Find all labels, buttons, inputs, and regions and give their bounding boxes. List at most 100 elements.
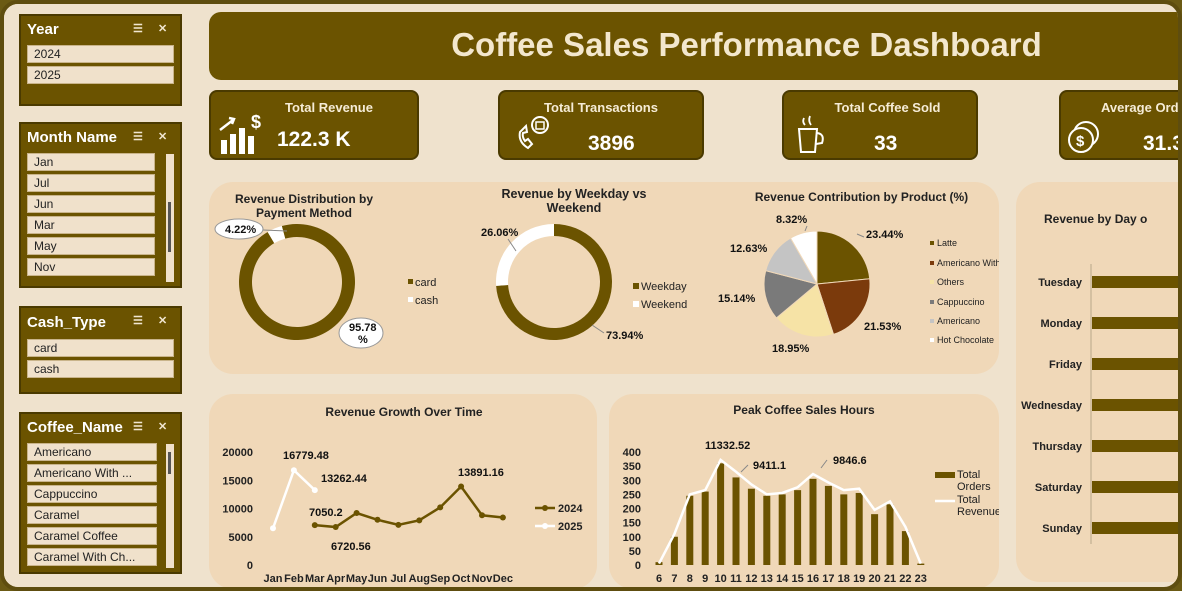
data-point (374, 516, 381, 523)
slicer-year: Year ☰ ✕ 2024 2025 (19, 14, 182, 106)
kpi-value: 3896 (588, 132, 635, 155)
multi-select-icon[interactable]: ☰ (133, 421, 143, 433)
slicer-cash-title: Cash_Type (27, 313, 106, 331)
multi-select-icon[interactable]: ☰ (133, 23, 143, 35)
slicer-item-2024[interactable]: 2024 (27, 45, 174, 63)
product-pie-chart: 23.44% 21.53% 18.95% 15.14% 12.63% 8.32% Latt… (718, 214, 999, 355)
revenue-growth-icon: $ (219, 112, 261, 154)
slicer-item-coffee[interactable]: Caramel Coffee (27, 527, 157, 545)
slicer-item-coffee[interactable]: Caramel With Ch... (27, 548, 157, 566)
x-tick-label: Sep (430, 573, 450, 585)
multi-select-icon[interactable]: ☰ (133, 315, 143, 327)
orders-bar (778, 494, 786, 565)
y-tick-label: 10000 (222, 504, 253, 516)
x-tick-label: 8 (687, 573, 693, 585)
orders-bar (717, 463, 725, 565)
coffee-scrollbar[interactable] (166, 444, 174, 568)
slice-product (775, 283, 835, 338)
slicer-item-coffee[interactable]: Americano With ... (27, 464, 157, 482)
slicer-item-cash[interactable]: cash (27, 360, 174, 378)
data-label: 13891.16 (458, 467, 504, 479)
day-bar (1092, 399, 1178, 411)
x-tick-label: Jan (264, 573, 283, 585)
slice-product (763, 270, 819, 319)
day-chart-panel (1016, 182, 1178, 582)
slicer-item-coffee[interactable]: Cappuccino (27, 485, 157, 503)
payment-donut-chart: 4.22% 95.78% card cash (214, 218, 438, 349)
x-tick-label: 16 (807, 573, 819, 585)
slicer-coffee-header: Coffee_Name ☰ ✕ (21, 414, 180, 440)
data-label: 15.14% (718, 293, 756, 305)
day-tick-label: Saturday (1035, 482, 1083, 494)
legend-total-orders: Orders (957, 481, 991, 493)
data-point (290, 467, 297, 474)
month-scroll-thumb[interactable] (168, 202, 171, 252)
growth-chart-title: Revenue Growth Over Time (325, 405, 483, 419)
clear-filter-icon[interactable]: ✕ (158, 315, 168, 327)
slicer-item-jul[interactable]: Jul (27, 174, 155, 192)
series-line (271, 467, 316, 529)
clear-filter-icon[interactable]: ✕ (158, 131, 168, 143)
growth-line-chart: 20000 15000 10000 5000 0 Jan Feb Mar Apr May Jun Ju… (222, 447, 583, 585)
data-label: 21.53% (864, 321, 902, 333)
legend-label: 2024 (558, 503, 583, 515)
orders-bar (901, 531, 909, 565)
y-tick-label: 250 (623, 489, 641, 501)
slicer-item-coffee[interactable]: Americano (27, 443, 157, 461)
x-tick-label: 18 (838, 573, 850, 585)
kpi-label: Total Transactions (544, 100, 658, 115)
slicer-coffee: Coffee_Name ☰ ✕ Americano Americano With… (19, 412, 182, 574)
data-label: 95.78 (349, 322, 377, 334)
revenue-line (657, 458, 922, 565)
data-point (416, 517, 423, 524)
slicer-cash-type: Cash_Type ☰ ✕ card cash (19, 306, 182, 394)
y-tick-label: 400 (623, 447, 641, 459)
svg-text:$: $ (1076, 133, 1085, 150)
kpi-label: Total Revenue (285, 100, 373, 115)
y-tick-label: 200 (623, 504, 641, 516)
slice-Weekend (496, 224, 554, 286)
coffee-scroll-thumb[interactable] (168, 452, 171, 474)
legend-cappuccino: Cappuccino (937, 297, 985, 307)
x-tick-label: Apr (326, 573, 346, 585)
slicer-item-card[interactable]: card (27, 339, 174, 357)
x-tick-label: May (346, 573, 368, 585)
phone-coffee-icon (518, 116, 549, 150)
y-tick-label: 300 (623, 475, 641, 487)
slicer-year-header: Year ☰ ✕ (21, 16, 180, 42)
kpi-value: 31.3 (1143, 132, 1182, 155)
label-bubble (214, 218, 264, 240)
product-legend: Latte Americano With Milk Others Cappucc… (930, 238, 999, 345)
slicer-item-2025[interactable]: 2025 (27, 66, 174, 84)
slicer-item-mar[interactable]: Mar (27, 216, 155, 234)
x-tick-label: 12 (745, 573, 757, 585)
legend-americano-milk: Americano With Milk (937, 258, 999, 268)
data-label: % (358, 334, 368, 346)
orders-bar (809, 478, 817, 565)
legend-total-revenue: Total (957, 494, 980, 506)
day-tick-label: Friday (1049, 359, 1083, 371)
data-label: 73.94% (606, 330, 644, 342)
clear-filter-icon[interactable]: ✕ (158, 23, 168, 35)
weekday-legend: Weekday Weekend (633, 281, 687, 311)
day-bar (1092, 317, 1178, 329)
slicer-month-header: Month Name ☰ ✕ (21, 124, 180, 150)
multi-select-icon[interactable]: ☰ (133, 131, 143, 143)
slicer-item-coffee[interactable]: Caramel (27, 506, 157, 524)
kpi-label: Total Coffee Sold (834, 100, 941, 115)
slicer-item-jan[interactable]: Jan (27, 153, 155, 171)
page-title: Coffee Sales Performance Dashboard (451, 26, 1042, 63)
day-bar-chart: Tuesday Monday Friday Wednesday Thursday Satu… (1021, 264, 1178, 544)
orders-bar (886, 504, 894, 565)
orders-bar (701, 491, 709, 565)
orders-bar (763, 495, 771, 565)
slicer-item-may[interactable]: May (27, 237, 155, 255)
month-scrollbar[interactable] (166, 154, 174, 282)
data-label: 18.95% (772, 343, 810, 355)
slicer-item-nov[interactable]: Nov (27, 258, 155, 276)
legend-americano: Americano (937, 316, 980, 326)
clear-filter-icon[interactable]: ✕ (158, 421, 168, 433)
slicer-item-jun[interactable]: Jun (27, 195, 155, 213)
payment-legend: card cash (408, 277, 438, 307)
x-tick-label: 7 (671, 573, 677, 585)
